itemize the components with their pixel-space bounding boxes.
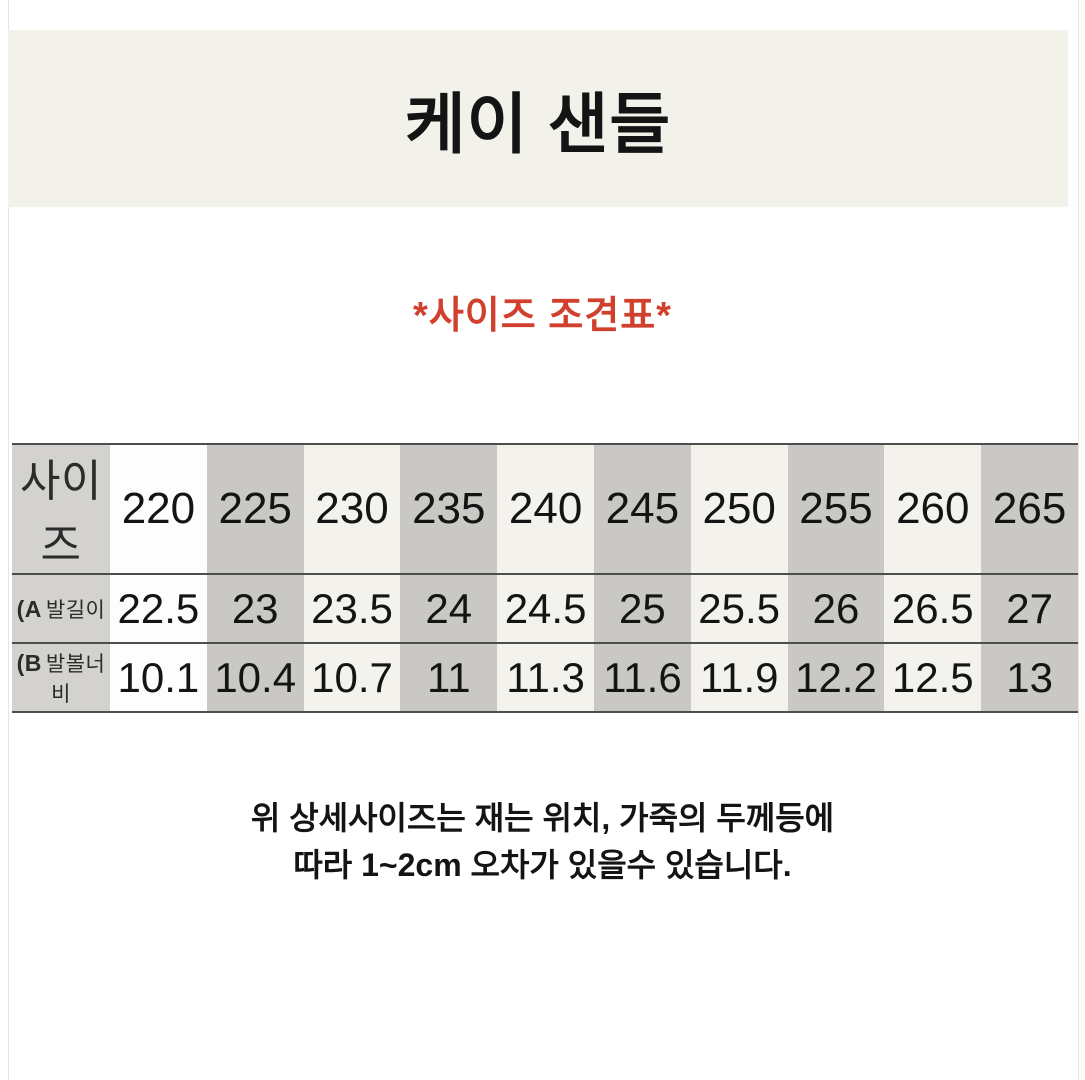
row-label-size: 사이즈 <box>12 444 110 574</box>
foot-width-cell: 12.2 <box>787 643 885 712</box>
foot-length-cell: 23 <box>206 574 304 643</box>
size-table: 사이즈 220 225 230 235 240 245 250 255 260 … <box>12 443 1078 713</box>
foot-width-cell: 11.3 <box>497 643 594 712</box>
foot-width-cell: 10.1 <box>110 643 207 712</box>
left-edge-line <box>8 0 9 1080</box>
foot-length-cell: 27 <box>981 574 1078 643</box>
title-band: 케이 샌들 <box>8 30 1068 207</box>
foot-length-cell: 25 <box>593 574 691 643</box>
foot-length-cell: 22.5 <box>110 574 207 643</box>
row-label-foot-width-text: 발볼너비 <box>45 652 106 706</box>
row-label-foot-length: (A 발길이 <box>12 574 110 643</box>
foot-length-cell: 23.5 <box>303 574 401 643</box>
row-label-foot-length-prefix: (A <box>16 595 42 622</box>
size-value-cell: 265 <box>981 444 1078 574</box>
foot-width-cell: 12.5 <box>884 643 982 712</box>
row-label-foot-width-prefix: (B <box>16 649 42 676</box>
table-row-foot-width: (B 발볼너비 10.1 10.4 10.7 11 11.3 11.6 11.9 … <box>12 643 1078 712</box>
size-value-cell: 260 <box>884 444 982 574</box>
row-label-foot-length-text: 발길이 <box>45 598 106 622</box>
foot-width-cell: 11.9 <box>690 643 788 712</box>
table-row-foot-length: (A 발길이 22.5 23 23.5 24 24.5 25 25.5 26 26… <box>12 574 1078 643</box>
foot-length-cell: 24.5 <box>497 574 594 643</box>
size-value-cell: 255 <box>787 444 885 574</box>
right-edge-line <box>1078 0 1079 1080</box>
note-line-2: 따라 1~2cm 오차가 있을수 있습니다. <box>293 847 792 883</box>
foot-width-cell: 11 <box>400 643 498 712</box>
foot-width-cell: 11.6 <box>593 643 691 712</box>
foot-width-cell: 10.4 <box>206 643 304 712</box>
foot-length-cell: 24 <box>400 574 498 643</box>
size-value-cell: 230 <box>303 444 401 574</box>
size-value-cell: 245 <box>593 444 691 574</box>
size-value-cell: 225 <box>206 444 304 574</box>
size-value-cell: 250 <box>690 444 788 574</box>
foot-width-cell: 10.7 <box>303 643 401 712</box>
table-row-size: 사이즈 220 225 230 235 240 245 250 255 260 … <box>12 444 1078 574</box>
foot-length-cell: 25.5 <box>690 574 788 643</box>
size-value-cell: 235 <box>400 444 498 574</box>
page-title: 케이 샌들 <box>404 86 672 161</box>
foot-length-cell: 26.5 <box>884 574 982 643</box>
size-chart-subtitle: *사이즈 조견표* <box>413 295 672 337</box>
row-label-size-text: 사이즈 <box>20 457 102 570</box>
row-label-foot-width: (B 발볼너비 <box>12 643 110 712</box>
note-line-1: 위 상세사이즈는 재는 위치, 가죽의 두께등에 <box>250 800 835 836</box>
size-value-cell: 240 <box>497 444 594 574</box>
size-disclaimer-note: 위 상세사이즈는 재는 위치, 가죽의 두께등에 따라 1~2cm 오차가 있을… <box>0 795 1085 889</box>
foot-length-cell: 26 <box>787 574 885 643</box>
foot-width-cell: 13 <box>981 643 1078 712</box>
size-value-cell: 220 <box>110 444 207 574</box>
